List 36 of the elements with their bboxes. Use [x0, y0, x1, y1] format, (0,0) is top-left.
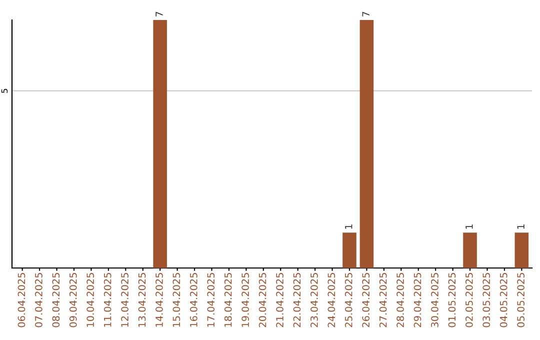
x-tick-label: 20.04.2025: [258, 273, 266, 328]
data-label: 1: [517, 224, 524, 229]
x-tick-label: 13.04.2025: [138, 273, 146, 327]
data-label: 7: [362, 12, 370, 16]
x-tick-label: 06.04.2025: [18, 273, 26, 328]
x-tick-label: 03.05.2025: [482, 273, 490, 328]
x-tick-label: 26.04.2025: [362, 273, 370, 328]
x-tick-label: 23.04.2025: [310, 273, 318, 328]
x-tick-label: 19.04.2025: [242, 273, 249, 327]
x-tick-label: 30.04.2025: [431, 273, 438, 328]
x-tick-label: 15.04.2025: [172, 273, 180, 327]
x-tick-label: 25.04.2025: [344, 273, 352, 328]
x-tick-label: 18.04.2025: [224, 273, 232, 327]
x-tick-label: 21.04.2025: [276, 273, 284, 328]
x-tick-label: 12.04.2025: [121, 273, 128, 327]
x-tick-label: 16.04.2025: [190, 273, 198, 327]
data-label: 1: [466, 224, 473, 229]
x-tick-label: 08.04.2025: [52, 273, 60, 328]
y-tick-label: 5: [1, 88, 8, 93]
x-tick-label: 22.04.2025: [293, 273, 301, 328]
x-tick-label: 17.04.2025: [207, 273, 215, 327]
x-tick-label: 27.04.2025: [379, 273, 387, 328]
x-tick-label: 05.05.2025: [517, 273, 524, 328]
x-tick-label: 09.04.2025: [69, 273, 77, 328]
x-tick-label: 04.05.2025: [500, 273, 508, 328]
x-tick-label: 24.04.2025: [328, 273, 336, 328]
data-label: 1: [345, 224, 352, 229]
x-tick-label: 14.04.2025: [156, 273, 163, 327]
x-tick-label: 28.04.2025: [396, 273, 404, 328]
x-tick-label: 02.05.2025: [465, 273, 473, 328]
x-tick-label: 07.04.2025: [35, 273, 42, 328]
x-tick-label: 01.05.2025: [448, 273, 456, 328]
x-tick-label: 11.04.2025: [104, 273, 112, 327]
data-label: 7: [156, 12, 163, 16]
x-tick-label: 10.04.2025: [86, 273, 94, 327]
x-tick-label: 29.04.2025: [414, 273, 422, 328]
